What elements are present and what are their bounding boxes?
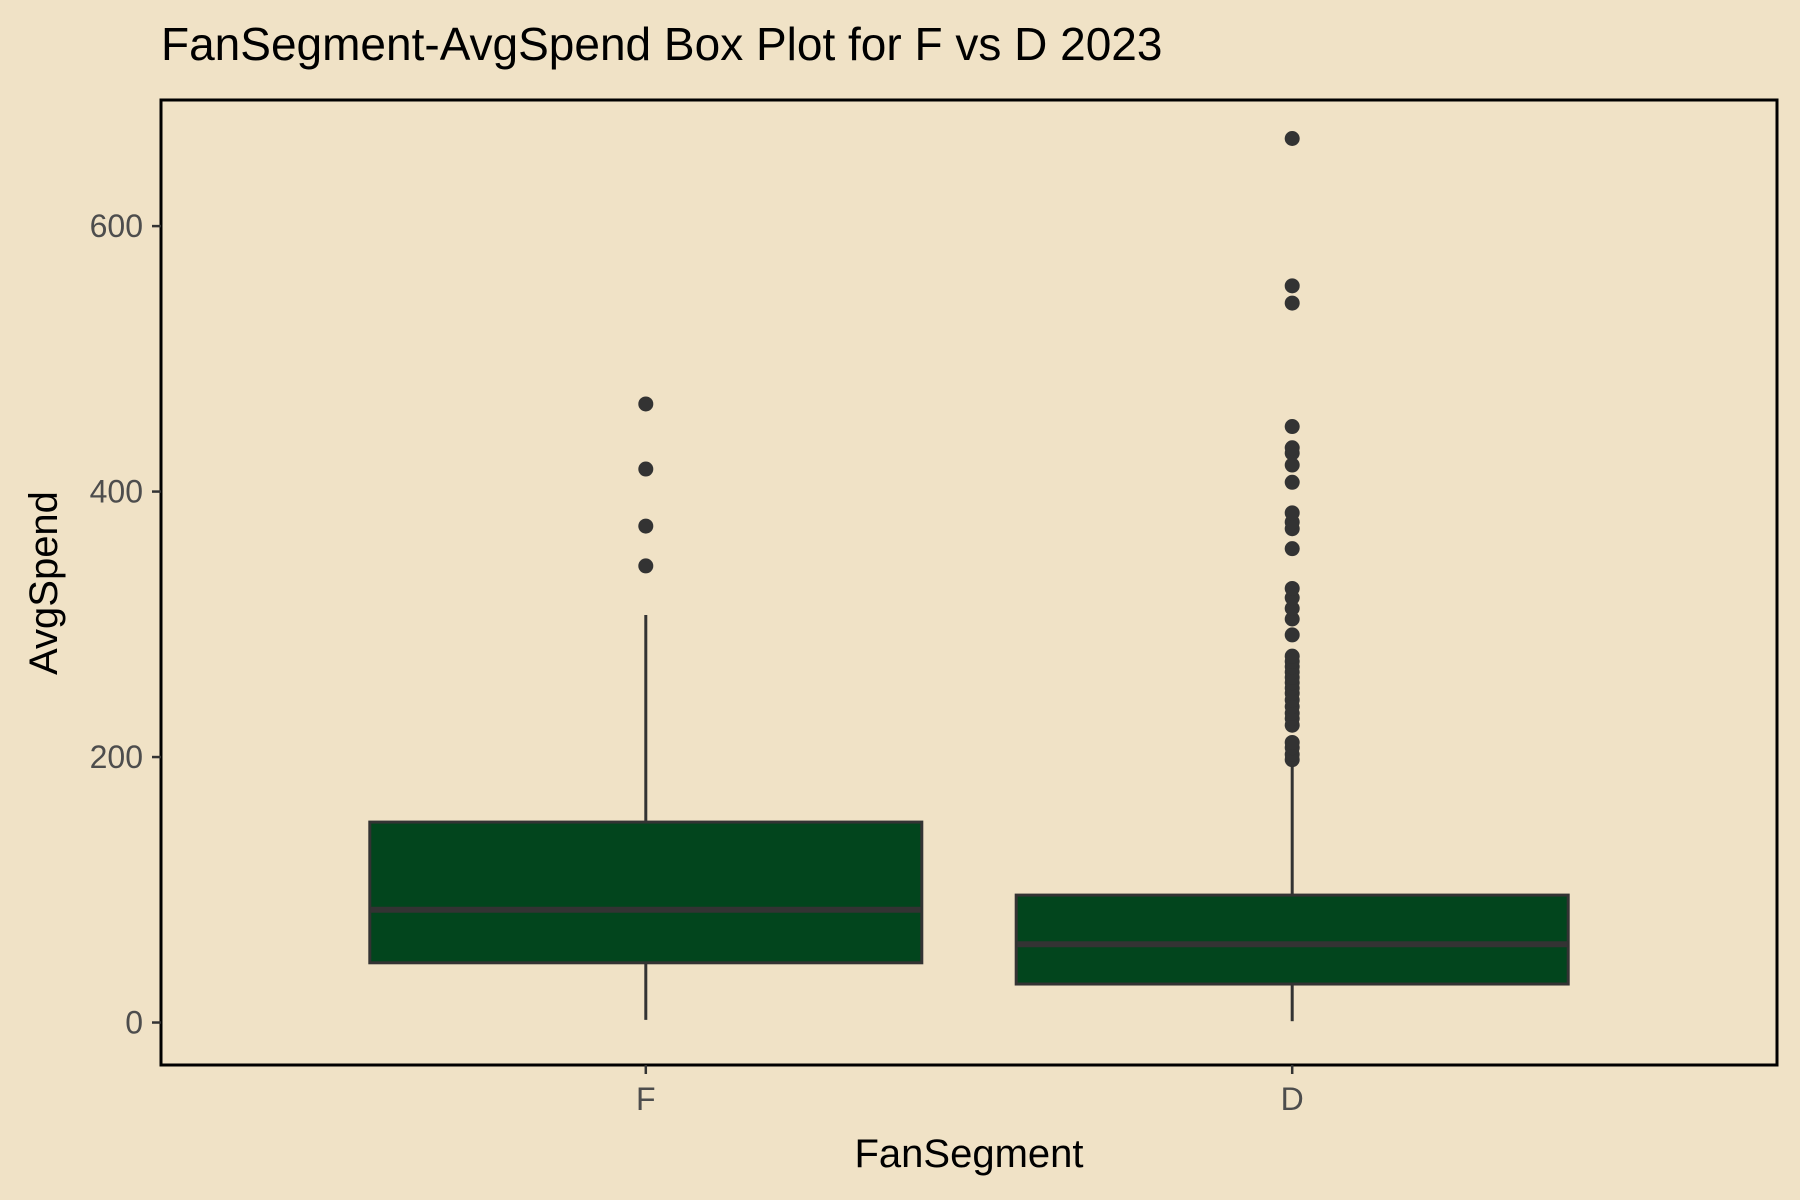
outlier-point-d bbox=[1284, 627, 1300, 643]
chart-title: FanSegment-AvgSpend Box Plot for F vs D … bbox=[161, 18, 1162, 70]
outlier-point-d bbox=[1284, 474, 1300, 490]
outlier-point-d bbox=[1284, 295, 1300, 311]
y-axis-title: AvgSpend bbox=[22, 491, 66, 675]
boxes-layer bbox=[368, 130, 1570, 1022]
outlier-point-d bbox=[1284, 734, 1300, 750]
outlier-point-d bbox=[1284, 440, 1300, 456]
outlier-point-d bbox=[1284, 505, 1300, 521]
y-tick-label-600: 600 bbox=[90, 208, 143, 244]
box-group-f bbox=[368, 396, 924, 1020]
y-tick-label-400: 400 bbox=[90, 474, 143, 510]
outlier-point-d bbox=[1284, 600, 1300, 616]
outlier-point-f bbox=[638, 461, 654, 477]
box-group-d bbox=[1014, 130, 1570, 1022]
outlier-point-d bbox=[1284, 648, 1300, 664]
y-tick-label-0: 0 bbox=[125, 1005, 143, 1041]
x-tick-label-f: F bbox=[636, 1081, 656, 1117]
y-axis: 0 200 400 600 bbox=[90, 208, 161, 1041]
outlier-point-d bbox=[1284, 611, 1300, 627]
box-d bbox=[1014, 893, 1570, 986]
x-axis-title: FanSegment bbox=[854, 1132, 1083, 1176]
plot-panel-border bbox=[159, 98, 1779, 1067]
outlier-point-f bbox=[638, 558, 654, 574]
outlier-point-d bbox=[1284, 278, 1300, 294]
outlier-point-f bbox=[638, 518, 654, 534]
box-f bbox=[368, 820, 924, 965]
outlier-point-d bbox=[1284, 457, 1300, 473]
outlier-point-d bbox=[1284, 580, 1300, 596]
y-tick-label-200: 200 bbox=[90, 739, 143, 775]
outlier-point-f bbox=[638, 396, 654, 412]
x-tick-label-d: D bbox=[1281, 1081, 1304, 1117]
outlier-point-d bbox=[1284, 130, 1300, 146]
outlier-point-d bbox=[1284, 541, 1300, 557]
outlier-point-d bbox=[1284, 419, 1300, 435]
